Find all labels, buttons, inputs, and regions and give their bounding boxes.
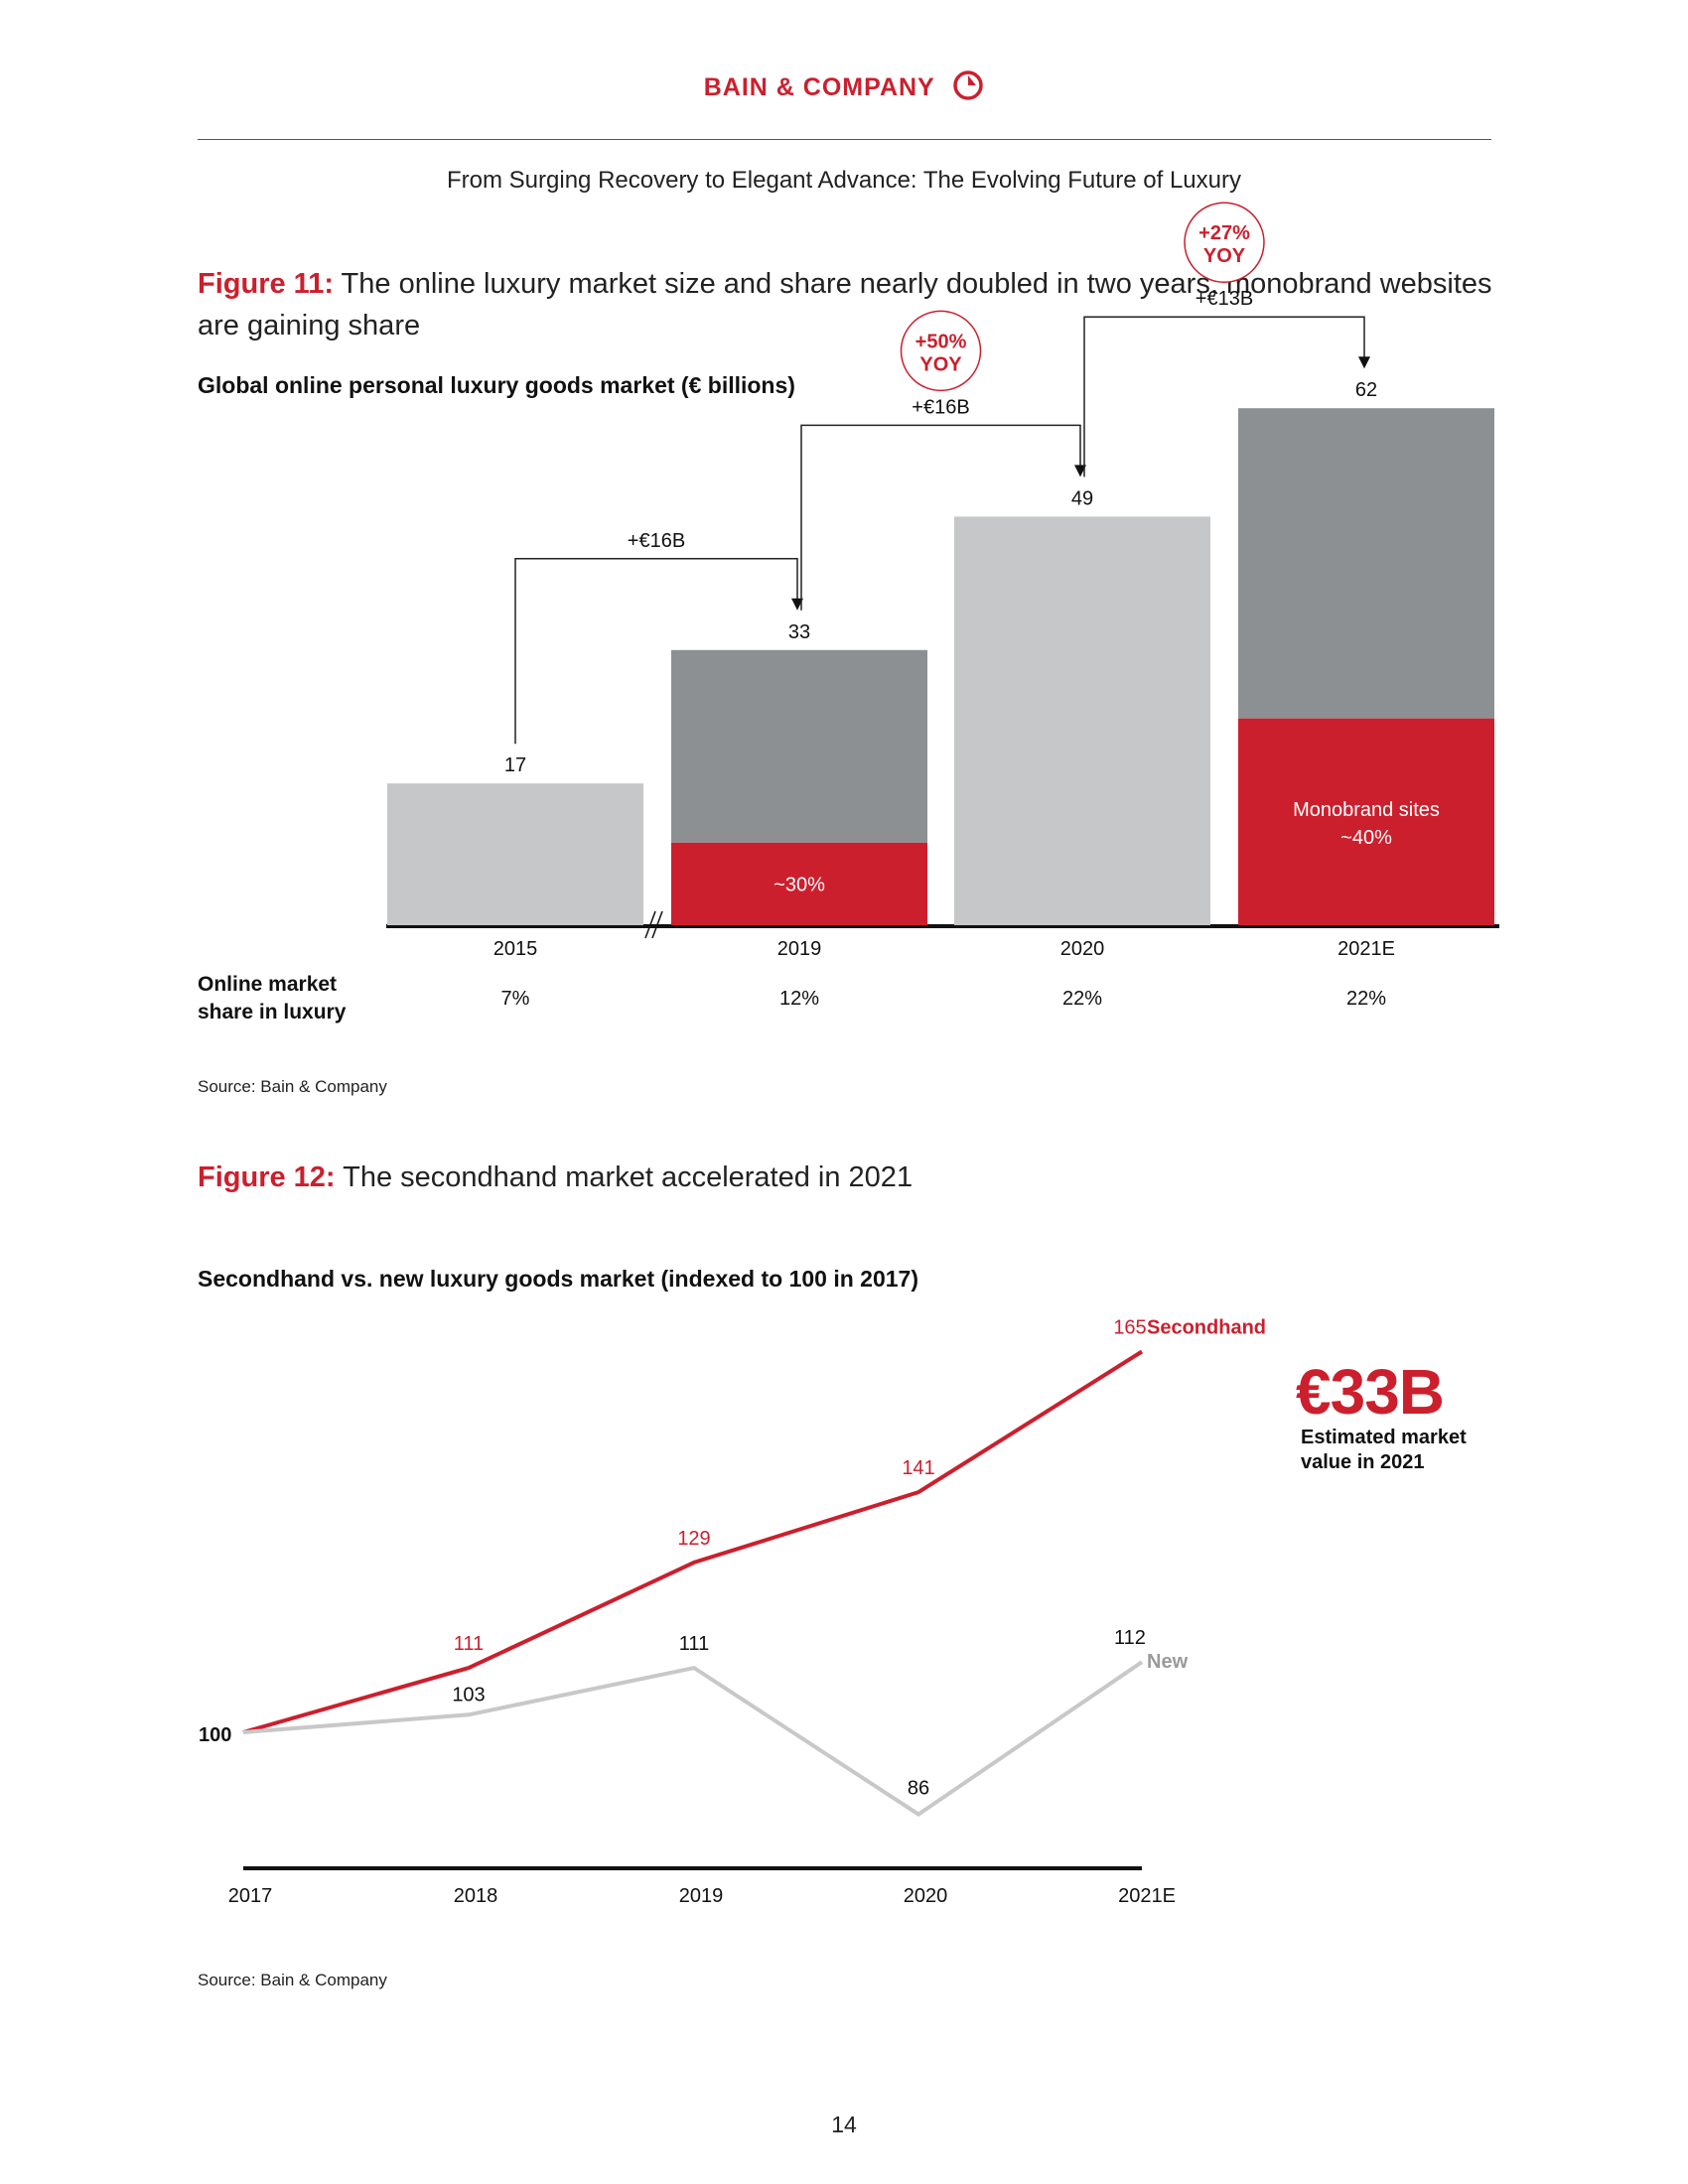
delta-label: +€16B [912, 396, 969, 418]
yoy-badge-unit: YOY [919, 353, 962, 375]
delta-label: +€16B [628, 530, 685, 552]
data-label-new: 111 [679, 1633, 709, 1655]
axis-break-mark [644, 910, 656, 939]
series-line-new [242, 1660, 1144, 1818]
series-line-secondhand [242, 1349, 1144, 1734]
delta-arrowhead [1074, 465, 1086, 478]
brand-name: BAIN & COMPANY [703, 73, 935, 101]
online-share-value: 22% [1062, 988, 1102, 1010]
x-tick-label: 2020 [904, 1885, 948, 1907]
figure-12-title: Figure 12: The secondhand market acceler… [198, 1157, 1498, 1198]
series-name-new: New [1147, 1651, 1189, 1673]
figure-12-source: Source: Bain & Company [198, 1971, 387, 1989]
figure-11-source: Source: Bain & Company [198, 1077, 387, 1096]
figure-12-chart: 2017 2018 2019 2020 2021E 100 111 129 141 165 Seco… [199, 1317, 1266, 1908]
online-share-value: 12% [779, 988, 819, 1010]
delta-connector [514, 558, 798, 745]
secondhand-market-value: €33B [1296, 1356, 1445, 1428]
bar-value-label: 17 [504, 754, 526, 776]
bar-2015 [387, 783, 643, 925]
yoy-badge-value: +27% [1198, 222, 1250, 244]
data-label-secondhand: 165 [1113, 1317, 1146, 1339]
figure-11-label: Figure 11: [198, 268, 334, 300]
yoy-badge [900, 310, 982, 392]
bar-value-label: 62 [1355, 379, 1377, 401]
data-label-secondhand: 129 [677, 1528, 710, 1550]
bar-2020 [954, 516, 1210, 925]
bar-value-label: 33 [788, 621, 810, 643]
share-row-label: Online market share in luxury [198, 973, 347, 1024]
data-label-secondhand: 111 [454, 1633, 484, 1655]
x-tick-label: 2018 [454, 1885, 498, 1907]
figure-11-subtitle: Global online personal luxury goods mark… [198, 372, 795, 398]
figure-11-chart: 17 2015 7% ~30% 33 2019 12% 49 2020 22% Monobrand … [386, 202, 1499, 1010]
data-label-secondhand: 141 [902, 1457, 934, 1479]
yoy-badge-value: +50% [915, 331, 967, 352]
bar-value-label: 49 [1071, 487, 1093, 509]
bar-monobrand-2019 [671, 842, 927, 925]
monobrand-share-label: ~40% [1340, 827, 1392, 849]
delta-arrowhead [791, 598, 803, 611]
yoy-badge [1184, 202, 1265, 283]
x-tick-label: 2020 [1060, 938, 1105, 960]
figure-12-label: Figure 12: [198, 1161, 336, 1193]
monobrand-label: Monobrand sites [1293, 799, 1440, 821]
secondhand-market-value-note: Estimated market value in 2021 [1301, 1427, 1467, 1473]
series-name-secondhand: Secondhand [1147, 1317, 1266, 1339]
data-label-new: 112 [1114, 1627, 1146, 1649]
online-share-value: 7% [501, 988, 530, 1010]
x-tick-label: 2021E [1337, 938, 1395, 960]
delta-label: +€13B [1196, 288, 1253, 310]
figure-11-title: Figure 11: The online luxury market size… [198, 263, 1498, 346]
data-label-new: 103 [452, 1684, 485, 1706]
figure-11-title-text: The online luxury market size and share … [198, 268, 1492, 341]
x-tick-label: 2019 [679, 1885, 724, 1907]
figure-12-title-text: The secondhand market accelerated in 202… [343, 1161, 914, 1193]
brand-header: BAIN & COMPANY [0, 69, 1688, 102]
x-tick-label: 2017 [228, 1885, 273, 1907]
x-tick-label: 2015 [493, 938, 538, 960]
online-share-value: 22% [1346, 988, 1386, 1010]
x-tick-label: 2019 [777, 938, 822, 960]
delta-connector [1083, 316, 1365, 478]
start-value-label: 100 [199, 1724, 231, 1746]
bar-monobrand-2021E [1238, 718, 1494, 925]
figure-12-subtitle: Secondhand vs. new luxury goods market (… [198, 1266, 918, 1292]
delta-arrowhead [1358, 356, 1370, 369]
x-tick-label: 2021E [1118, 1885, 1176, 1907]
brand-logo-icon [953, 70, 983, 100]
header-rule [198, 139, 1491, 140]
page-number: 14 [831, 2112, 857, 2137]
document-title: From Surging Recovery to Elegant Advance… [447, 167, 1241, 194]
monobrand-share-label: ~30% [774, 874, 825, 895]
axis-break-mark [651, 910, 663, 939]
bar-multibrand-2019 [671, 649, 927, 843]
data-label-new: 86 [908, 1778, 929, 1800]
delta-connector [800, 424, 1081, 611]
yoy-badge-unit: YOY [1203, 245, 1246, 267]
bar-multibrand-2021E [1238, 408, 1494, 719]
